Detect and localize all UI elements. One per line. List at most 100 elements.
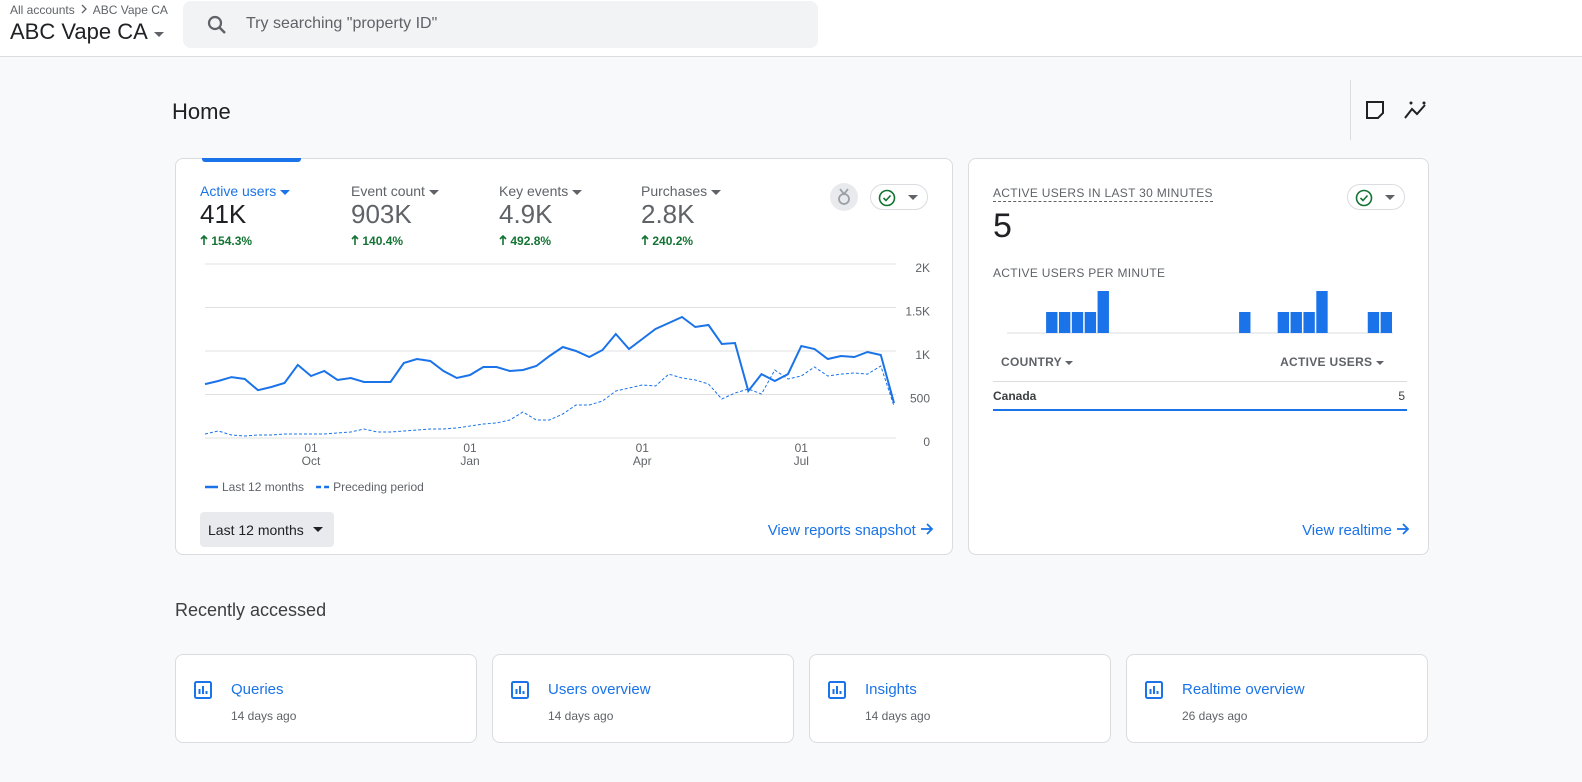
country-cell: Canada bbox=[993, 389, 1037, 403]
metric-label: Event count bbox=[351, 183, 439, 199]
insights-icon[interactable] bbox=[1403, 100, 1429, 122]
metric-change: 140.4% bbox=[351, 234, 439, 248]
breadcrumb: All accounts ABC Vape CA bbox=[10, 3, 168, 17]
metric-change: 154.3% bbox=[200, 234, 290, 248]
series-line bbox=[204, 315, 895, 404]
x-tick-label: 01 Oct bbox=[302, 441, 321, 468]
metric-change-text: 492.8% bbox=[510, 234, 552, 248]
realtime-value: 5 bbox=[993, 207, 1012, 245]
tick-label-line: Jan bbox=[460, 454, 479, 468]
period-dropdown[interactable]: Last 12 months bbox=[200, 512, 334, 547]
legend-label: Last 12 months bbox=[222, 480, 304, 494]
caret bbox=[1376, 361, 1384, 365]
bar bbox=[1277, 312, 1290, 333]
breadcrumb-root[interactable]: All accounts bbox=[10, 3, 75, 17]
x-tick-label: 01 Apr bbox=[633, 441, 652, 468]
report-icon bbox=[194, 681, 212, 699]
bar bbox=[1290, 312, 1302, 333]
recent-time: 14 days ago bbox=[231, 709, 297, 723]
metric-label: Key events bbox=[499, 183, 583, 199]
notes-icon[interactable] bbox=[1365, 100, 1387, 122]
bar bbox=[1084, 312, 1097, 333]
bar-chart bbox=[1007, 291, 1393, 334]
tick-label-line: Apr bbox=[633, 454, 652, 468]
legend-label: Preceding period bbox=[333, 480, 424, 494]
column-header[interactable]: COUNTRY bbox=[1001, 355, 1074, 369]
caret bbox=[313, 527, 323, 532]
arrow-icon bbox=[921, 523, 934, 535]
metric-change-text: 154.3% bbox=[211, 234, 253, 248]
arrow-icon bbox=[1397, 523, 1410, 535]
recent-card[interactable]: Queries 14 days ago bbox=[175, 654, 477, 743]
tick-label-line: 01 bbox=[636, 441, 650, 455]
recent-name: Users overview bbox=[548, 681, 651, 698]
badge-icon[interactable] bbox=[830, 183, 858, 211]
recent-time: 14 days ago bbox=[548, 709, 614, 723]
up-arrow bbox=[351, 234, 359, 245]
x-tick-label: 01 Jan bbox=[460, 441, 479, 468]
metric-tab[interactable]: Event count 903K 140.4% bbox=[351, 183, 439, 248]
bar bbox=[1046, 312, 1058, 333]
x-tick-label: 01 Jul bbox=[794, 441, 809, 468]
tab-indicator bbox=[202, 158, 301, 162]
metric-value: 2.8K bbox=[641, 199, 695, 229]
reports-link[interactable]: View reports snapshot bbox=[768, 522, 934, 539]
tick-label-line: 01 bbox=[304, 441, 318, 455]
account-selector[interactable]: ABC Vape CA bbox=[10, 19, 165, 45]
metric-tab[interactable]: Key events 4.9K 492.8% bbox=[499, 183, 583, 248]
table-rule bbox=[993, 381, 1407, 382]
up-arrow bbox=[200, 234, 208, 245]
metric-label: Purchases bbox=[641, 183, 722, 199]
metric-tab[interactable]: Active users 41K 154.3% bbox=[200, 183, 291, 248]
period-text: Last 12 months bbox=[208, 522, 304, 538]
caret bbox=[908, 195, 918, 200]
metric-change: 492.8% bbox=[499, 234, 582, 248]
section-title: Recently accessed bbox=[175, 600, 327, 620]
tick-label-line: Jul bbox=[794, 454, 809, 468]
recent-name: Realtime overview bbox=[1182, 681, 1305, 698]
metric-tab[interactable]: Purchases 2.8K 240.2% bbox=[641, 183, 722, 248]
bar bbox=[1239, 312, 1251, 333]
recent-card[interactable]: Insights 14 days ago bbox=[809, 654, 1111, 743]
page-title: Home bbox=[172, 99, 231, 124]
caret bbox=[153, 32, 164, 37]
recent-time: 14 days ago bbox=[865, 709, 931, 723]
recent-card[interactable]: Users overview 14 days ago bbox=[492, 654, 794, 743]
link-text: View reports snapshot bbox=[767, 522, 916, 539]
bar bbox=[1058, 312, 1071, 333]
metric-change-text: 240.2% bbox=[652, 234, 694, 248]
report-icon bbox=[511, 681, 529, 699]
realtime-title: ACTIVE USERS IN LAST 30 MINUTES bbox=[993, 186, 1213, 202]
report-icon bbox=[828, 681, 846, 699]
search-box[interactable]: Try searching "property ID" bbox=[183, 1, 818, 48]
metric-label-text: Key events bbox=[499, 183, 569, 199]
metric-label: Active users bbox=[200, 183, 291, 199]
column-header-text: ACTIVE USERS bbox=[1280, 355, 1373, 369]
tick-label-line: 01 bbox=[795, 441, 809, 455]
link-text: View realtime bbox=[1302, 522, 1392, 539]
status-pill[interactable] bbox=[870, 184, 928, 210]
search-icon bbox=[207, 15, 226, 34]
divider bbox=[1350, 80, 1351, 140]
realtime-card: ACTIVE USERS IN LAST 30 MINUTES 5 ACTIVE… bbox=[968, 158, 1429, 555]
bar bbox=[1071, 312, 1084, 333]
column-header[interactable]: ACTIVE USERS bbox=[1280, 355, 1384, 369]
series-line bbox=[204, 365, 895, 437]
metric-value: 903K bbox=[351, 199, 412, 229]
up-arrow bbox=[641, 234, 649, 245]
status-pill[interactable] bbox=[1347, 184, 1405, 210]
tick-label-line: 01 bbox=[463, 441, 477, 455]
metric-value: 4.9K bbox=[499, 199, 553, 229]
search-placeholder: Try searching "property ID" bbox=[246, 15, 438, 32]
recent-card[interactable]: Realtime overview 26 days ago bbox=[1126, 654, 1428, 743]
y-tick-label: 500 bbox=[910, 392, 930, 406]
overview-card: Active users 41K 154.3% Event count 903K… bbox=[175, 158, 953, 555]
breadcrumb-current[interactable]: ABC Vape CA bbox=[92, 3, 168, 17]
metric-label-text: Purchases bbox=[641, 183, 708, 199]
bar bbox=[1380, 312, 1392, 333]
realtime-link[interactable]: View realtime bbox=[1302, 522, 1410, 539]
bar bbox=[1097, 291, 1109, 333]
bar bbox=[1316, 291, 1328, 333]
header: All accounts ABC Vape CA ABC Vape CA Try… bbox=[0, 0, 1582, 57]
